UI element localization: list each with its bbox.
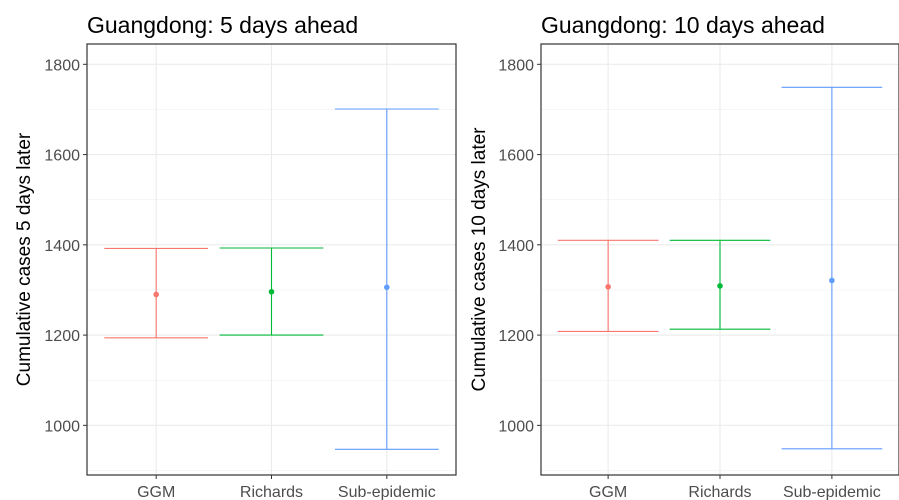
y-tick-label: 1000 — [498, 418, 534, 435]
x-tick-label: Sub-epidemic — [338, 484, 436, 500]
x-tick-label: GGM — [137, 484, 175, 500]
chart-panel: 1000 1200 1400 1600 1800 GGM Richards Sub-epide… — [14, 12, 457, 500]
errorbar-ggm — [557, 239, 659, 333]
errorbar-richards — [669, 239, 771, 330]
estimate-point — [605, 284, 611, 290]
y-tick-label: 1000 — [44, 418, 80, 435]
y-tick-label: 1800 — [498, 57, 534, 74]
x-tick-label: GGM — [589, 484, 627, 500]
panel-border — [86, 43, 457, 476]
panel-border — [540, 43, 899, 476]
x-tick-label: Sub-epidemic — [783, 484, 881, 500]
y-tick-label: 1800 — [44, 57, 80, 74]
estimate-point — [829, 277, 835, 284]
x-tick-label: Richards — [240, 484, 303, 500]
errorbar-sub-epidemic — [781, 86, 883, 450]
y-tick-label: 1400 — [498, 238, 534, 255]
y-tick-label: 1600 — [44, 148, 80, 165]
estimate-point — [153, 291, 159, 298]
chart-title: Guangdong: 5 days ahead — [87, 12, 358, 38]
errorbar-sub-epidemic — [334, 108, 439, 450]
y-axis-label: Cumulative cases 5 days later — [14, 132, 35, 386]
errorbar-ggm — [104, 247, 209, 339]
y-tick-label: 1200 — [498, 328, 534, 345]
y-tick-label: 1600 — [498, 148, 534, 165]
estimate-point — [384, 284, 390, 291]
y-axis-label: Cumulative cases 10 days later — [469, 127, 490, 392]
estimate-point — [717, 283, 723, 289]
x-tick-label: Richards — [688, 484, 751, 500]
chart-title: Guangdong: 10 days ahead — [541, 12, 825, 38]
chart-panel: 1000 1200 1400 1600 1800 GGM Richards Sub-epide… — [469, 12, 899, 500]
y-tick-label: 1200 — [44, 328, 80, 345]
estimate-point — [268, 288, 275, 295]
y-tick-label: 1400 — [44, 238, 80, 255]
errorbar-richards — [219, 247, 324, 336]
